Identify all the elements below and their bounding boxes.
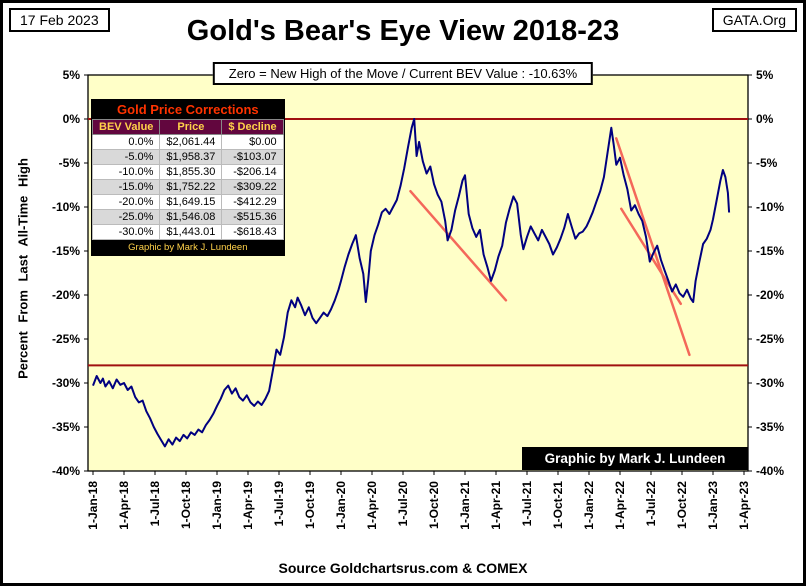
y-tick-label: -25% (756, 332, 784, 346)
date-label: 17 Feb 2023 (20, 12, 99, 28)
x-tick-label: 1-Jan-23 (706, 481, 720, 530)
y-tick-label: -25% (52, 332, 80, 346)
corrections-cell: -$309.22 (221, 179, 284, 195)
corrections-row: 0.0% $2,061.44 $0.00 (91, 134, 284, 150)
x-tick-label: 1-Jul-21 (520, 481, 534, 527)
gold-bev-line (92, 118, 731, 448)
y-tick-label: -20% (52, 288, 80, 302)
y-tick-label: 0% (63, 112, 81, 126)
x-tick-label: 1-Apr-23 (737, 481, 751, 530)
downtrend-line (409, 189, 508, 302)
x-tick-label: 1-Oct-21 (551, 481, 565, 529)
y-tick-label: 0% (756, 112, 774, 126)
bev-line-chart: 5% 5% 0% 0% -5% -5% -10% -10% -15% -15% -20% -20% -2… (52, 68, 784, 530)
y-axis-title: Percent From Last All-Time High (15, 158, 31, 379)
y-tick-label: -20% (756, 288, 784, 302)
downtrend-line (615, 137, 691, 357)
x-tick-label: 1-Jul-18 (148, 481, 162, 527)
y-tick-label: 5% (756, 68, 774, 82)
corrections-cell: $1,443.01 (159, 224, 223, 240)
x-tick-label: 1-Jan-22 (582, 481, 596, 530)
corrections-cell: -25.0% (91, 209, 161, 225)
corrections-row: -10.0% $1,855.30 -$206.14 (91, 164, 284, 180)
source-line: Source Goldchartsrus.com & COMEX (278, 560, 528, 576)
y-tick-label: -40% (52, 464, 80, 478)
subtitle-box: Zero = New High of the Move / Current BE… (212, 62, 594, 85)
y-tick-label: -10% (756, 200, 784, 214)
corrections-table: Gold Price Corrections BEV Value Price $… (91, 99, 285, 256)
col-header-decline: $ Decline (221, 119, 284, 135)
corrections-row: -20.0% $1,649.15 -$412.29 (91, 194, 284, 210)
x-tick-label: 1-Oct-19 (303, 481, 317, 529)
x-tick-label: 1-Apr-19 (241, 481, 255, 530)
corrections-cell: -5.0% (91, 149, 161, 165)
corrections-cell: $0.00 (221, 134, 284, 150)
corrections-cell: $1,752.22 (159, 179, 223, 195)
page-title: Gold's Bear's Eye View 2018-23 (186, 15, 620, 47)
y-tick-label: -30% (756, 376, 784, 390)
corrections-table-title: Gold Price Corrections (92, 100, 284, 119)
corrections-cell: -$206.14 (221, 164, 284, 180)
corrections-cell: -$103.07 (221, 149, 284, 165)
corrections-cell: $1,546.08 (159, 209, 223, 225)
corrections-header-row: BEV Value Price $ Decline (91, 119, 284, 135)
x-tick-label: 1-Apr-20 (365, 481, 379, 530)
corrections-cell: $1,855.30 (159, 164, 223, 180)
corrections-cell: $2,061.44 (159, 134, 223, 150)
corrections-cell: -20.0% (91, 194, 161, 210)
col-header-bev-value: BEV Value (91, 119, 161, 135)
y-tick-label: -40% (756, 464, 784, 478)
corrections-row: -5.0% $1,958.37 -$103.07 (91, 149, 284, 165)
x-tick-label: 1-Jul-20 (396, 481, 410, 527)
date-box: 17 Feb 2023 (9, 8, 110, 32)
corrections-table-footer: Graphic by Mark J. Lundeen (92, 240, 284, 255)
y-tick-label: -10% (52, 200, 80, 214)
corrections-cell: -15.0% (91, 179, 161, 195)
corrections-cell: $1,649.15 (159, 194, 223, 210)
x-tick-label: 1-Jan-19 (210, 481, 224, 530)
y-tick-label: -35% (52, 420, 80, 434)
y-tick-label: -15% (756, 244, 784, 258)
corrections-grid: BEV Value Price $ Decline 0.0% $2,061.44 $… (91, 119, 284, 240)
gata-org-box: GATA.Org (711, 8, 797, 32)
x-tick-label: 1-Apr-21 (489, 481, 503, 530)
y-tick-label: 5% (63, 68, 81, 82)
corrections-cell: -$515.36 (221, 209, 284, 225)
y-tick-label: -15% (52, 244, 80, 258)
corrections-cell: -10.0% (91, 164, 161, 180)
corrections-row: -15.0% $1,752.22 -$309.22 (91, 179, 284, 195)
credit-box: Graphic by Mark J. Lundeen (522, 447, 748, 470)
x-tick-label: 1-Jan-21 (458, 481, 472, 530)
corrections-cell: 0.0% (91, 134, 161, 150)
x-tick-label: 1-Jul-19 (272, 481, 286, 527)
col-header-price: Price (159, 119, 223, 135)
corrections-cell: -$412.29 (221, 194, 284, 210)
x-tick-label: 1-Apr-18 (117, 481, 131, 530)
gata-org-label: GATA.Org (722, 12, 786, 28)
x-tick-label: 1-Apr-22 (613, 481, 627, 530)
x-tick-label: 1-Oct-20 (427, 481, 441, 529)
y-tick-label: -30% (52, 376, 80, 390)
x-tick-label: 1-Jan-20 (334, 481, 348, 530)
x-tick-label: 1-Oct-18 (179, 481, 193, 529)
x-tick-label: 1-Jul-22 (644, 481, 658, 527)
y-tick-label: -35% (756, 420, 784, 434)
y-tick-label: -5% (756, 156, 778, 170)
y-tick-label: -5% (59, 156, 81, 170)
x-tick-label: 1-Oct-22 (675, 481, 689, 529)
corrections-row: -30.0% $1,443.01 -$618.43 (91, 224, 284, 240)
corrections-cell: $1,958.37 (159, 149, 223, 165)
corrections-row: -25.0% $1,546.08 -$515.36 (91, 209, 284, 225)
x-tick-label: 1-Jan-18 (86, 481, 100, 530)
corrections-cell: -$618.43 (221, 224, 284, 240)
corrections-cell: -30.0% (91, 224, 161, 240)
